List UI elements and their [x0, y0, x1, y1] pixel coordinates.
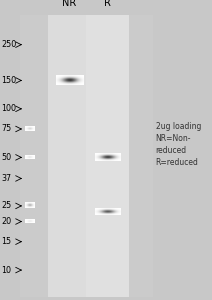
Text: NR: NR [62, 0, 77, 8]
Text: 37: 37 [1, 174, 12, 183]
Text: 150: 150 [1, 76, 17, 85]
Bar [48, 15, 91, 297]
Bar [86, 15, 129, 297]
Text: 75: 75 [1, 124, 12, 134]
Text: R: R [104, 0, 111, 8]
Text: 20: 20 [1, 217, 12, 226]
Text: 250: 250 [1, 40, 17, 49]
Bar [20, 15, 153, 297]
Text: 50: 50 [1, 153, 12, 162]
Text: 2ug loading
NR=Non-
reduced
R=reduced: 2ug loading NR=Non- reduced R=reduced [156, 122, 201, 167]
Text: 15: 15 [1, 237, 12, 246]
Text: 10: 10 [1, 266, 11, 274]
Text: 100: 100 [1, 104, 17, 113]
Text: 25: 25 [1, 201, 12, 210]
